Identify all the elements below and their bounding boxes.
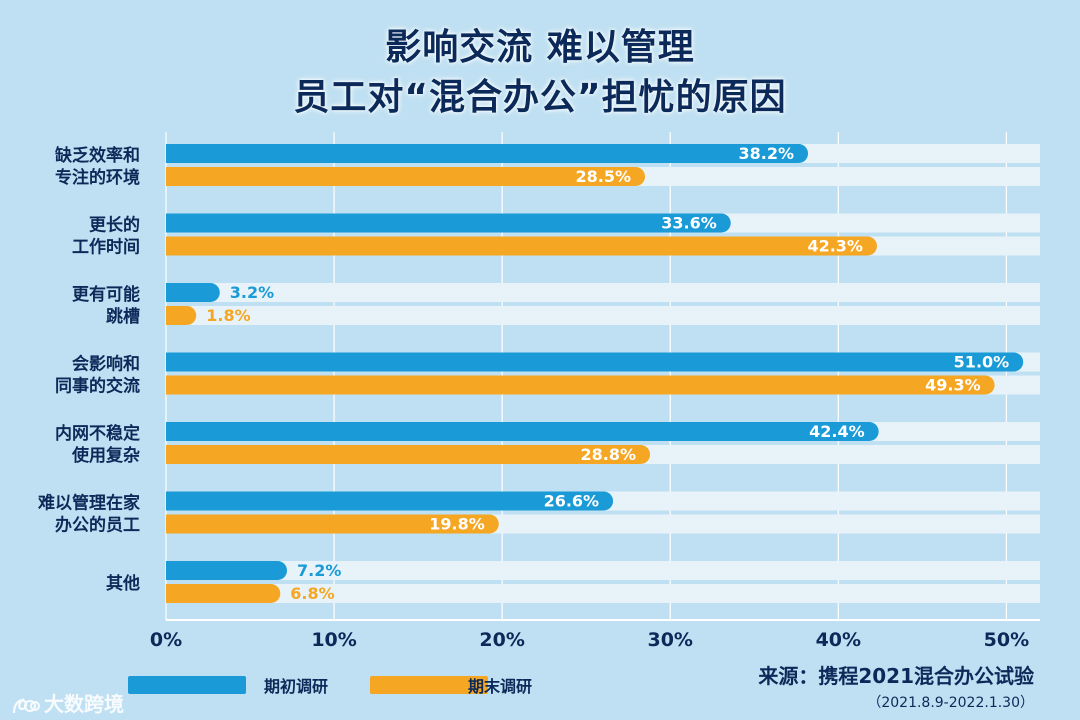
- bar-series1: [166, 352, 1024, 372]
- bar-track: [166, 283, 1040, 302]
- category-label: 跳槽: [106, 306, 140, 327]
- bar-value-label: 42.4%: [809, 422, 865, 441]
- bar-series1: [166, 213, 731, 233]
- bar-series2: [166, 584, 281, 603]
- bar-series2: [166, 236, 877, 256]
- chart-title-line2: 员工对“混合办公”担忧的原因: [293, 77, 787, 118]
- bar-series2: [166, 445, 651, 464]
- watermark: 大数跨境: [10, 688, 124, 717]
- x-tick-label: 0%: [150, 629, 182, 651]
- x-tick-label: 50%: [984, 629, 1029, 651]
- legend-swatch-series2: [370, 676, 488, 694]
- bar-value-label: 19.8%: [429, 515, 485, 534]
- category-label: 内网不稳定: [55, 423, 140, 444]
- legend-label-series2: 期末调研: [468, 677, 533, 696]
- watermark-text: 大数跨境: [44, 692, 124, 716]
- bar-series1: [166, 422, 879, 441]
- x-tick-label: 40%: [816, 629, 861, 651]
- category-label: 办公的员工: [55, 515, 140, 536]
- chart-title-line1: 影响交流 难以管理: [385, 27, 695, 68]
- bar-value-label: 3.2%: [230, 283, 274, 302]
- bar-track: [166, 584, 1040, 603]
- bar-track: [166, 561, 1040, 580]
- category-label: 同事的交流: [55, 376, 140, 397]
- legend-swatch-series1: [128, 676, 246, 694]
- bar-series1: [166, 144, 809, 163]
- bar-value-label: 28.5%: [576, 167, 632, 186]
- bar-series2: [166, 167, 646, 186]
- bar-value-label: 42.3%: [807, 237, 863, 256]
- bar-value-label: 38.2%: [739, 144, 795, 163]
- bar-series2: [166, 375, 995, 395]
- bar-value-label: 1.8%: [206, 306, 250, 325]
- bar-series2: [166, 306, 197, 325]
- category-label: 会影响和: [72, 354, 140, 375]
- legend-label-series1: 期初调研: [264, 677, 329, 696]
- category-label: 使用复杂: [71, 445, 140, 466]
- category-label: 其他: [106, 573, 140, 594]
- bar-value-label: 26.6%: [544, 492, 600, 511]
- x-tick-label: 10%: [311, 629, 356, 651]
- category-label: 难以管理在家: [37, 493, 140, 514]
- bar-series2: [166, 514, 499, 534]
- x-tick-label: 30%: [647, 629, 692, 651]
- bar-series1: [166, 283, 220, 302]
- category-label: 缺乏效率和: [55, 145, 140, 166]
- bar-series1: [166, 561, 288, 580]
- bar-value-label: 6.8%: [290, 584, 334, 603]
- source-text: 来源：携程2021混合办公试验: [758, 664, 1034, 688]
- category-label: 更长的: [89, 215, 140, 236]
- bar-value-label: 49.3%: [925, 376, 981, 395]
- bar-value-label: 28.8%: [581, 445, 637, 464]
- bar-series1: [166, 491, 614, 511]
- bar-track: [166, 306, 1040, 325]
- watermark-logo-icon: [12, 697, 40, 713]
- category-label: 更有可能: [72, 284, 140, 305]
- x-tick-label: 20%: [479, 629, 524, 651]
- bar-value-label: 51.0%: [954, 353, 1010, 372]
- bar-value-label: 33.6%: [661, 214, 717, 233]
- category-label: 工作时间: [72, 237, 140, 258]
- bar-value-label: 7.2%: [297, 561, 341, 580]
- category-label: 专注的环境: [55, 167, 140, 188]
- source-period: （2021.8.9-2022.1.30）: [867, 695, 1034, 711]
